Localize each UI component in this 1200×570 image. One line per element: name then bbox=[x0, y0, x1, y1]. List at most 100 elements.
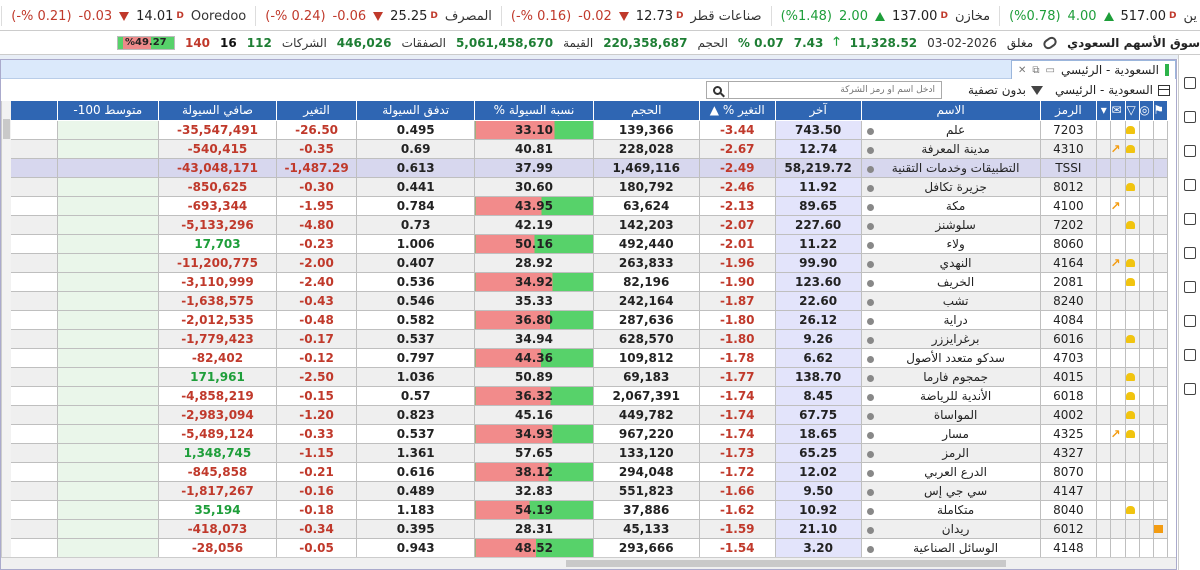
header-net-change[interactable]: التغير bbox=[276, 101, 358, 121]
horizontal-scrollbar[interactable] bbox=[1, 557, 1176, 569]
table-row[interactable]: ↗ 4100 مكة 89.65 2.13- 63,624 43.95 0.784 1.95- 6… bbox=[1, 195, 1169, 216]
info-dot-icon[interactable] bbox=[866, 469, 874, 477]
cell-name[interactable]: سدكو متعدد الأصول bbox=[860, 347, 1041, 368]
cell-symbol[interactable]: 6018 bbox=[1039, 385, 1098, 406]
trend-up-icon[interactable]: ↗ bbox=[1110, 426, 1121, 441]
table-row[interactable]: 6018 الأندية للرياضة 8.45 1.74- 2,067,391 36.… bbox=[1, 385, 1169, 406]
cell-name[interactable]: سلوشنز bbox=[860, 214, 1041, 235]
cell-symbol[interactable]: 8240 bbox=[1039, 290, 1098, 311]
tool-icon-7[interactable] bbox=[1183, 281, 1196, 293]
cell-name[interactable]: الخريف bbox=[860, 271, 1041, 292]
info-dot-icon[interactable] bbox=[866, 184, 874, 192]
col-sort-icon[interactable]: ▾ bbox=[1096, 101, 1112, 121]
col-alert-icon[interactable]: ▽ bbox=[1124, 101, 1140, 121]
info-dot-icon[interactable] bbox=[866, 336, 874, 344]
tool-icon-6[interactable] bbox=[1183, 247, 1196, 259]
search-icon[interactable] bbox=[707, 82, 729, 98]
table-row[interactable]: ↗ 4310 مدينة المعرفة 12.74 2.67- 228,028 40.81… bbox=[1, 138, 1169, 159]
header-net-liquidity[interactable]: صافي السيولة bbox=[157, 101, 278, 121]
tool-icon-10[interactable] bbox=[1183, 383, 1196, 395]
flag-icon[interactable] bbox=[1154, 524, 1163, 533]
table-row[interactable]: 8060 ولاء 11.22 2.01- 492,440 50.16 1.006 0.23-… bbox=[1, 233, 1169, 254]
cell-symbol[interactable]: 4325 bbox=[1039, 423, 1098, 444]
cell-name[interactable]: الرمز bbox=[860, 442, 1041, 463]
table-row[interactable]: 8240 تشب 22.60 1.87- 242,164 35.33 0.546 0.43- 1… bbox=[1, 290, 1169, 311]
info-dot-icon[interactable] bbox=[866, 127, 874, 135]
search-input[interactable] bbox=[729, 82, 939, 98]
header-change-pct[interactable]: التغير % ▲ bbox=[698, 101, 776, 121]
table-row[interactable]: 6016 برغرايززر 9.26 1.80- 628,570 34.94 0.537 0… bbox=[1, 328, 1169, 349]
info-dot-icon[interactable] bbox=[866, 260, 874, 268]
cell-symbol[interactable]: 4015 bbox=[1039, 366, 1098, 387]
cell-symbol[interactable]: 7202 bbox=[1039, 214, 1098, 235]
cell-name[interactable]: مدينة المعرفة bbox=[860, 138, 1041, 159]
alert-bell-icon[interactable] bbox=[1126, 391, 1135, 400]
cell-symbol[interactable]: 8012 bbox=[1039, 176, 1098, 197]
table-row[interactable]: 2081 الخريف 123.60 1.90- 82,196 34.92 0.536 2.4… bbox=[1, 271, 1169, 292]
cell-name[interactable]: مكة bbox=[860, 195, 1041, 216]
hscroll-thumb[interactable] bbox=[566, 560, 1006, 567]
info-dot-icon[interactable] bbox=[866, 222, 874, 230]
info-dot-icon[interactable] bbox=[866, 431, 874, 439]
cell-symbol[interactable]: 4327 bbox=[1039, 442, 1098, 463]
cell-symbol[interactable]: 4147 bbox=[1039, 480, 1098, 501]
tool-icon-1[interactable] bbox=[1183, 77, 1196, 89]
panel-tab[interactable]: السعودية - الرئيسي ▭ ⧉ ✕ bbox=[1010, 60, 1176, 79]
info-dot-icon[interactable] bbox=[866, 355, 874, 363]
info-dot-icon[interactable] bbox=[866, 412, 874, 420]
alert-bell-icon[interactable] bbox=[1126, 505, 1135, 514]
table-row[interactable]: 7202 سلوشنز 227.60 2.07- 142,203 42.19 0.73 4.8… bbox=[1, 214, 1169, 235]
cell-symbol[interactable]: 4703 bbox=[1039, 347, 1098, 368]
header-name[interactable]: الاسم bbox=[860, 101, 1041, 121]
cell-name[interactable]: دراية bbox=[860, 309, 1041, 330]
table-row[interactable]: 8040 متكاملة 10.92 1.62- 37,886 54.19 1.183 0.1… bbox=[1, 499, 1169, 520]
table-row[interactable]: ↗ 4325 مسار 18.65 1.74- 967,220 34.93 0.537 0.33… bbox=[1, 423, 1169, 444]
tool-icon-4[interactable] bbox=[1183, 179, 1196, 191]
tool-icon-3[interactable] bbox=[1183, 145, 1196, 157]
alert-bell-icon[interactable] bbox=[1126, 258, 1135, 267]
info-dot-icon[interactable] bbox=[866, 165, 874, 173]
cell-name[interactable]: التطبيقات وخدمات التقنية bbox=[860, 157, 1041, 178]
close-icon[interactable]: ✕ bbox=[1017, 64, 1027, 76]
market-name[interactable]: سوق الأسهم السعودي bbox=[1067, 35, 1200, 50]
info-dot-icon[interactable] bbox=[866, 279, 874, 287]
table-row[interactable]: 4147 سي جي إس 9.50 1.66- 551,823 32.83 0.489 0.… bbox=[1, 480, 1169, 501]
cell-name[interactable]: برغرايززر bbox=[860, 328, 1041, 349]
cell-symbol[interactable]: 8040 bbox=[1039, 499, 1098, 520]
restore-icon[interactable]: ⧉ bbox=[1032, 64, 1040, 76]
header-symbol[interactable]: الرمز bbox=[1039, 101, 1098, 121]
ticker-item[interactable]: Ooredoo D 14.01 -0.03 (-% 0.21) bbox=[2, 6, 255, 26]
pin-icon[interactable]: ▭ bbox=[1045, 64, 1055, 76]
table-row[interactable]: 8070 الدرع العربي 12.02 1.72- 294,048 38.12 0.… bbox=[1, 461, 1169, 482]
cell-name[interactable]: جزيرة تكافل bbox=[860, 176, 1041, 197]
table-row[interactable]: 4084 دراية 26.12 1.80- 287,636 36.80 0.582 0.48… bbox=[1, 309, 1169, 330]
trend-up-icon[interactable]: ↗ bbox=[1110, 255, 1121, 270]
header-liquidity-ratio[interactable]: نسبة السيولة % bbox=[474, 101, 594, 121]
cell-name[interactable]: ريدان bbox=[860, 518, 1041, 539]
cell-name[interactable]: مسار bbox=[860, 423, 1041, 444]
col-eye-icon[interactable]: ◎ bbox=[1138, 101, 1154, 121]
table-row[interactable]: TSSI التطبيقات وخدمات التقنية 58,219.72 2.4… bbox=[1, 157, 1169, 178]
cell-name[interactable]: جمجوم فارما bbox=[860, 366, 1041, 387]
cell-symbol[interactable]: 8060 bbox=[1039, 233, 1098, 254]
cell-symbol[interactable]: 7203 bbox=[1039, 119, 1098, 140]
table-row[interactable]: 7203 علم 743.50 3.44- 139,366 33.10 0.495 26.50… bbox=[1, 119, 1169, 140]
ticker-item[interactable]: المصرف D 25.25 -0.06 (-% 0.24) bbox=[256, 6, 501, 26]
cell-name[interactable]: المواساة bbox=[860, 404, 1041, 425]
ticker-item[interactable]: ين D 517.00 4.00 (%0.78) bbox=[1000, 6, 1200, 26]
info-dot-icon[interactable] bbox=[866, 203, 874, 211]
info-dot-icon[interactable] bbox=[866, 488, 874, 496]
alert-bell-icon[interactable] bbox=[1126, 372, 1135, 381]
cell-name[interactable]: علم bbox=[860, 119, 1041, 140]
ticker-item[interactable]: صناعات قطر D 12.73 -0.02 (-% 0.16) bbox=[502, 6, 771, 26]
market-selector[interactable]: السعودية - الرئيسي bbox=[1055, 83, 1170, 97]
alert-bell-icon[interactable] bbox=[1126, 220, 1135, 229]
trend-up-icon[interactable]: ↗ bbox=[1110, 141, 1121, 156]
info-dot-icon[interactable] bbox=[866, 507, 874, 515]
alert-bell-icon[interactable] bbox=[1126, 429, 1135, 438]
cell-symbol[interactable]: 6016 bbox=[1039, 328, 1098, 349]
alert-bell-icon[interactable] bbox=[1126, 410, 1135, 419]
cell-name[interactable]: الدرع العربي bbox=[860, 461, 1041, 482]
col-mail-icon[interactable]: ✉ bbox=[1110, 101, 1126, 121]
tool-icon-5[interactable] bbox=[1183, 213, 1196, 225]
